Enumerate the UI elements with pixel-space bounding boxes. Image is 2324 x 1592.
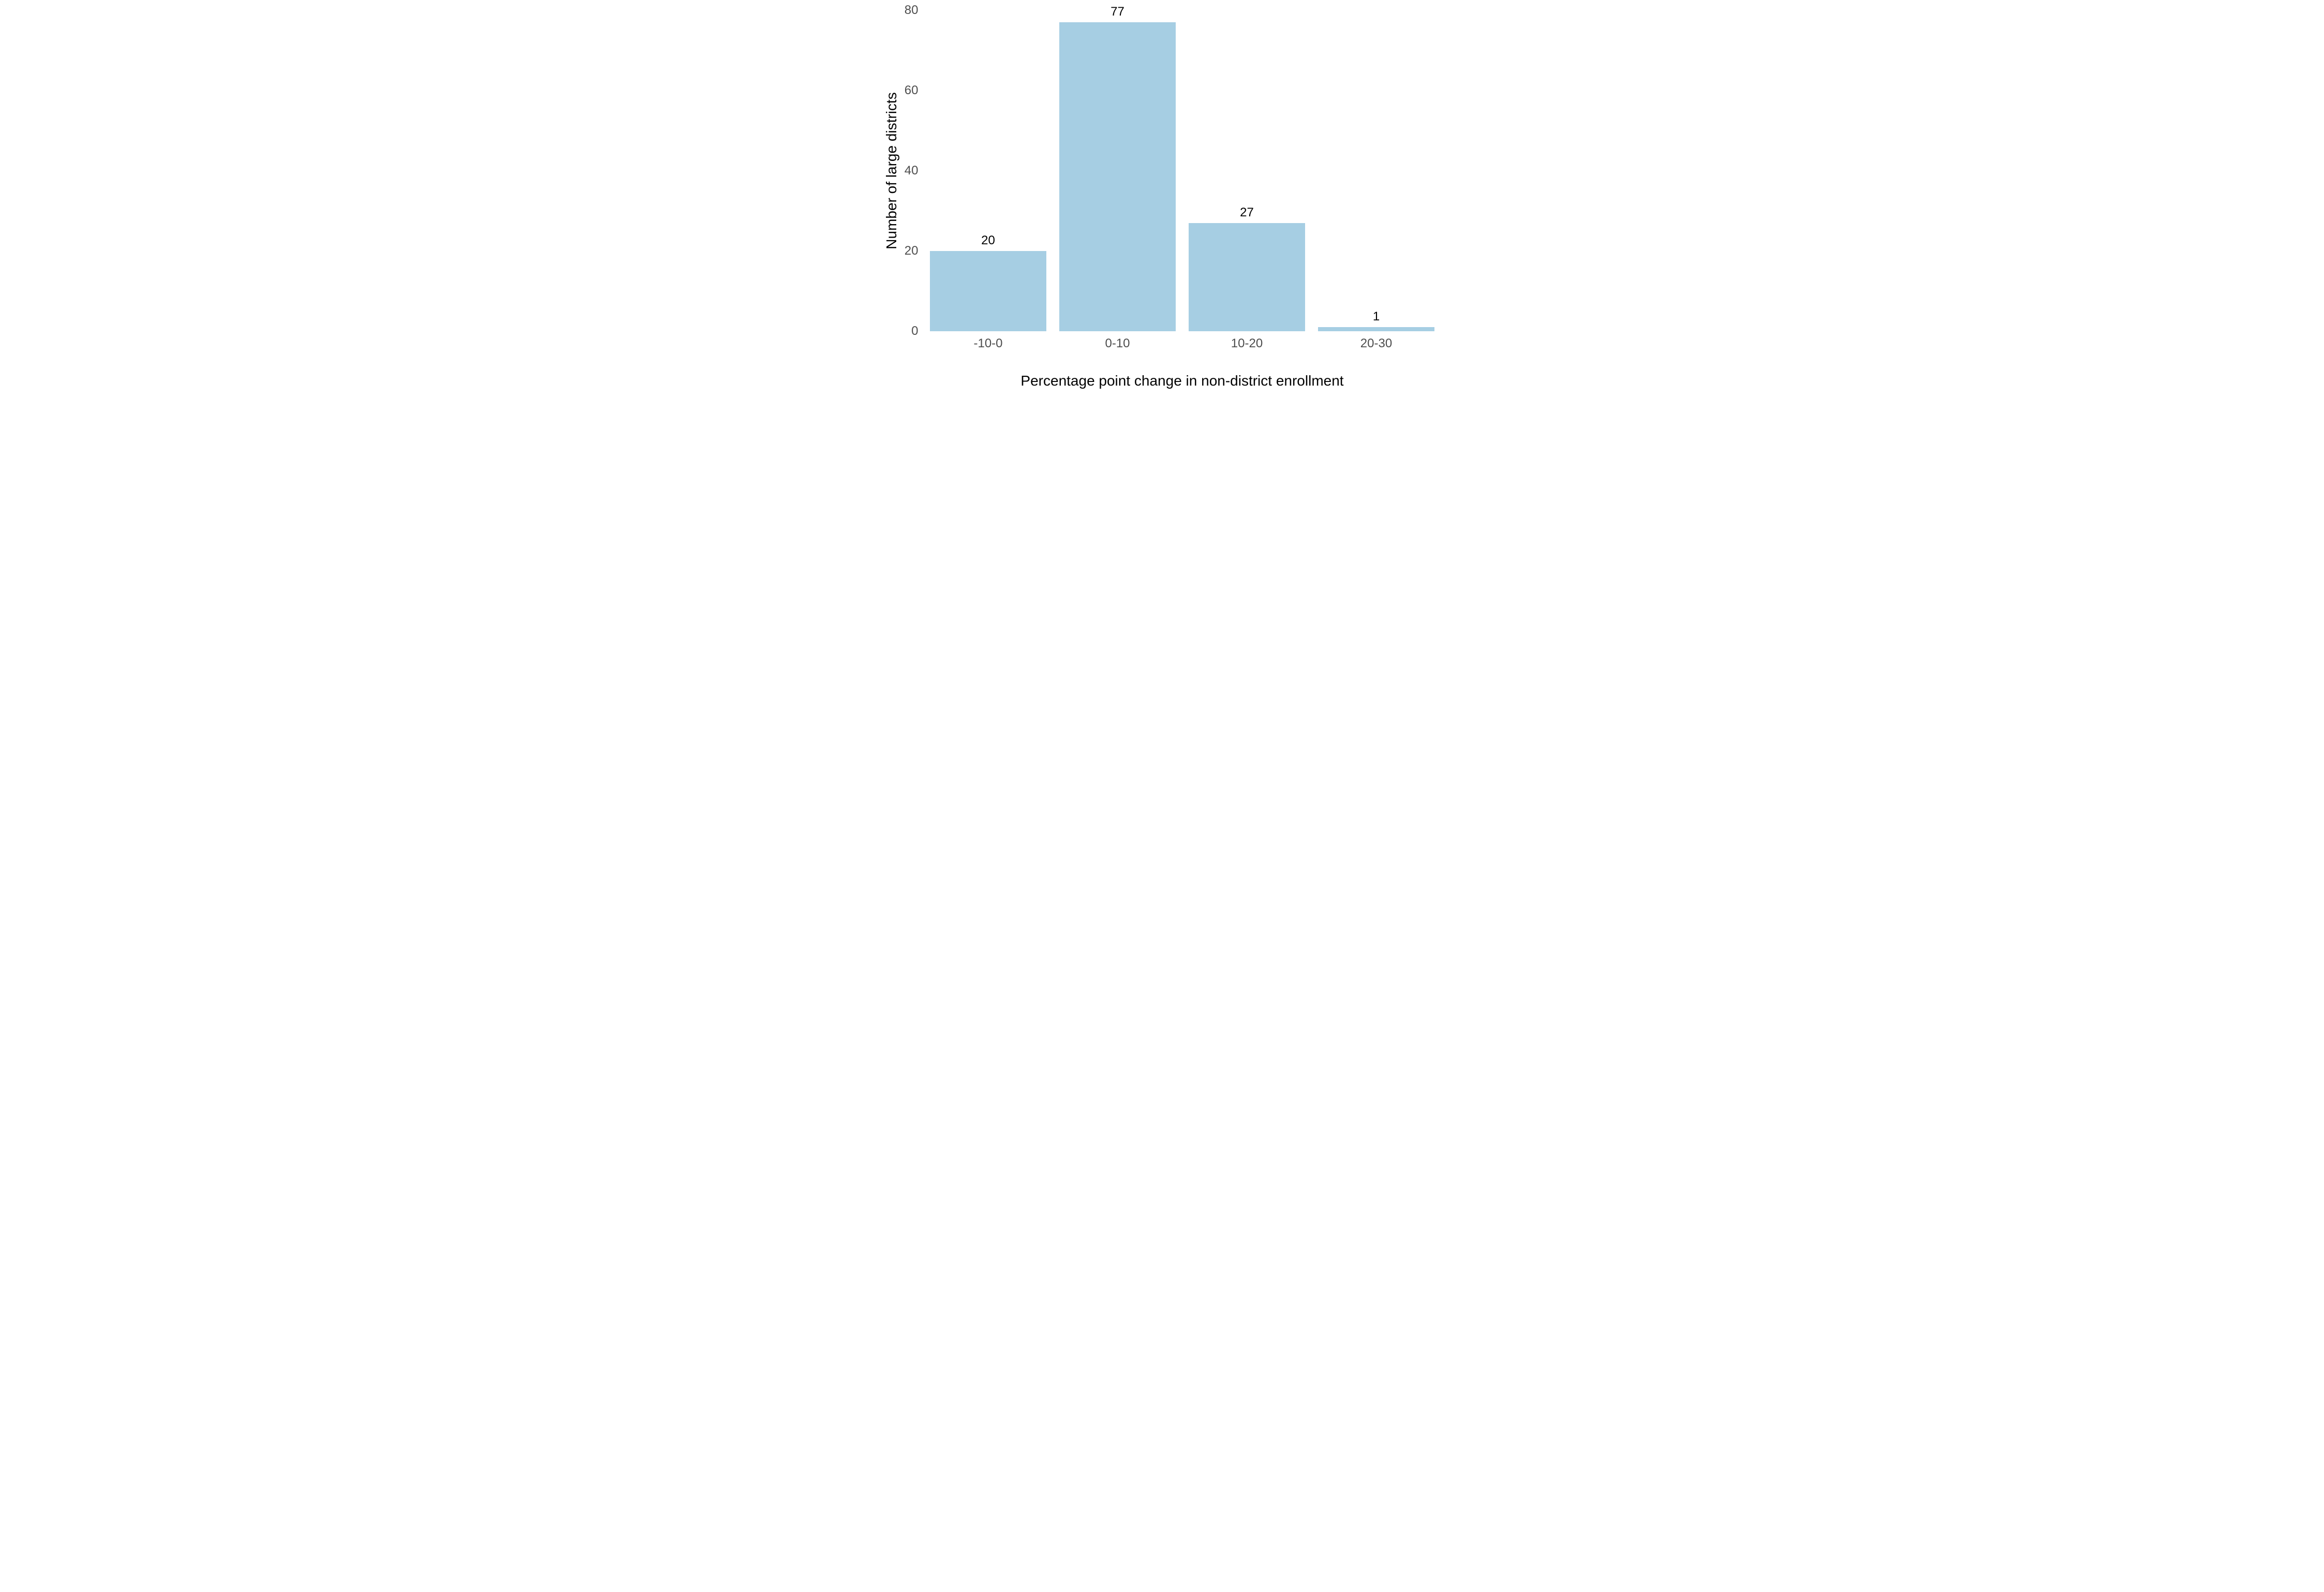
- bar-value-label: 20: [981, 233, 995, 248]
- y-tick-label: 0: [911, 324, 923, 338]
- bar-value-label: 77: [1111, 5, 1124, 19]
- x-axis-title: Percentage point change in non-district …: [1020, 373, 1343, 389]
- bar: [1318, 327, 1434, 331]
- y-tick-label: 80: [905, 3, 924, 18]
- bar: [1189, 223, 1305, 331]
- bar-value-label: 1: [1373, 309, 1380, 324]
- plot-area: 02040608020-10-0770-102710-20120-30: [924, 10, 1441, 331]
- x-tick-label: 0-10: [1105, 331, 1130, 351]
- bar: [1059, 22, 1176, 331]
- y-tick-label: 60: [905, 83, 924, 98]
- y-tick-label: 20: [905, 244, 924, 258]
- x-tick-label: -10-0: [973, 331, 1002, 351]
- bar-value-label: 27: [1240, 205, 1254, 220]
- bar-chart: 0 20 40 60 80 20 -10-0 77 0-10 27 10-20 1 20-30 Numb…: [872, 0, 1453, 398]
- bar: [930, 251, 1046, 331]
- y-axis-title: Number of large districts: [883, 92, 900, 249]
- x-tick-label: 20-30: [1360, 331, 1392, 351]
- grid-line: [924, 10, 1441, 11]
- y-tick-label: 40: [905, 164, 924, 178]
- grid-line: [924, 170, 1441, 171]
- grid-line: [924, 90, 1441, 91]
- x-tick-label: 10-20: [1231, 331, 1263, 351]
